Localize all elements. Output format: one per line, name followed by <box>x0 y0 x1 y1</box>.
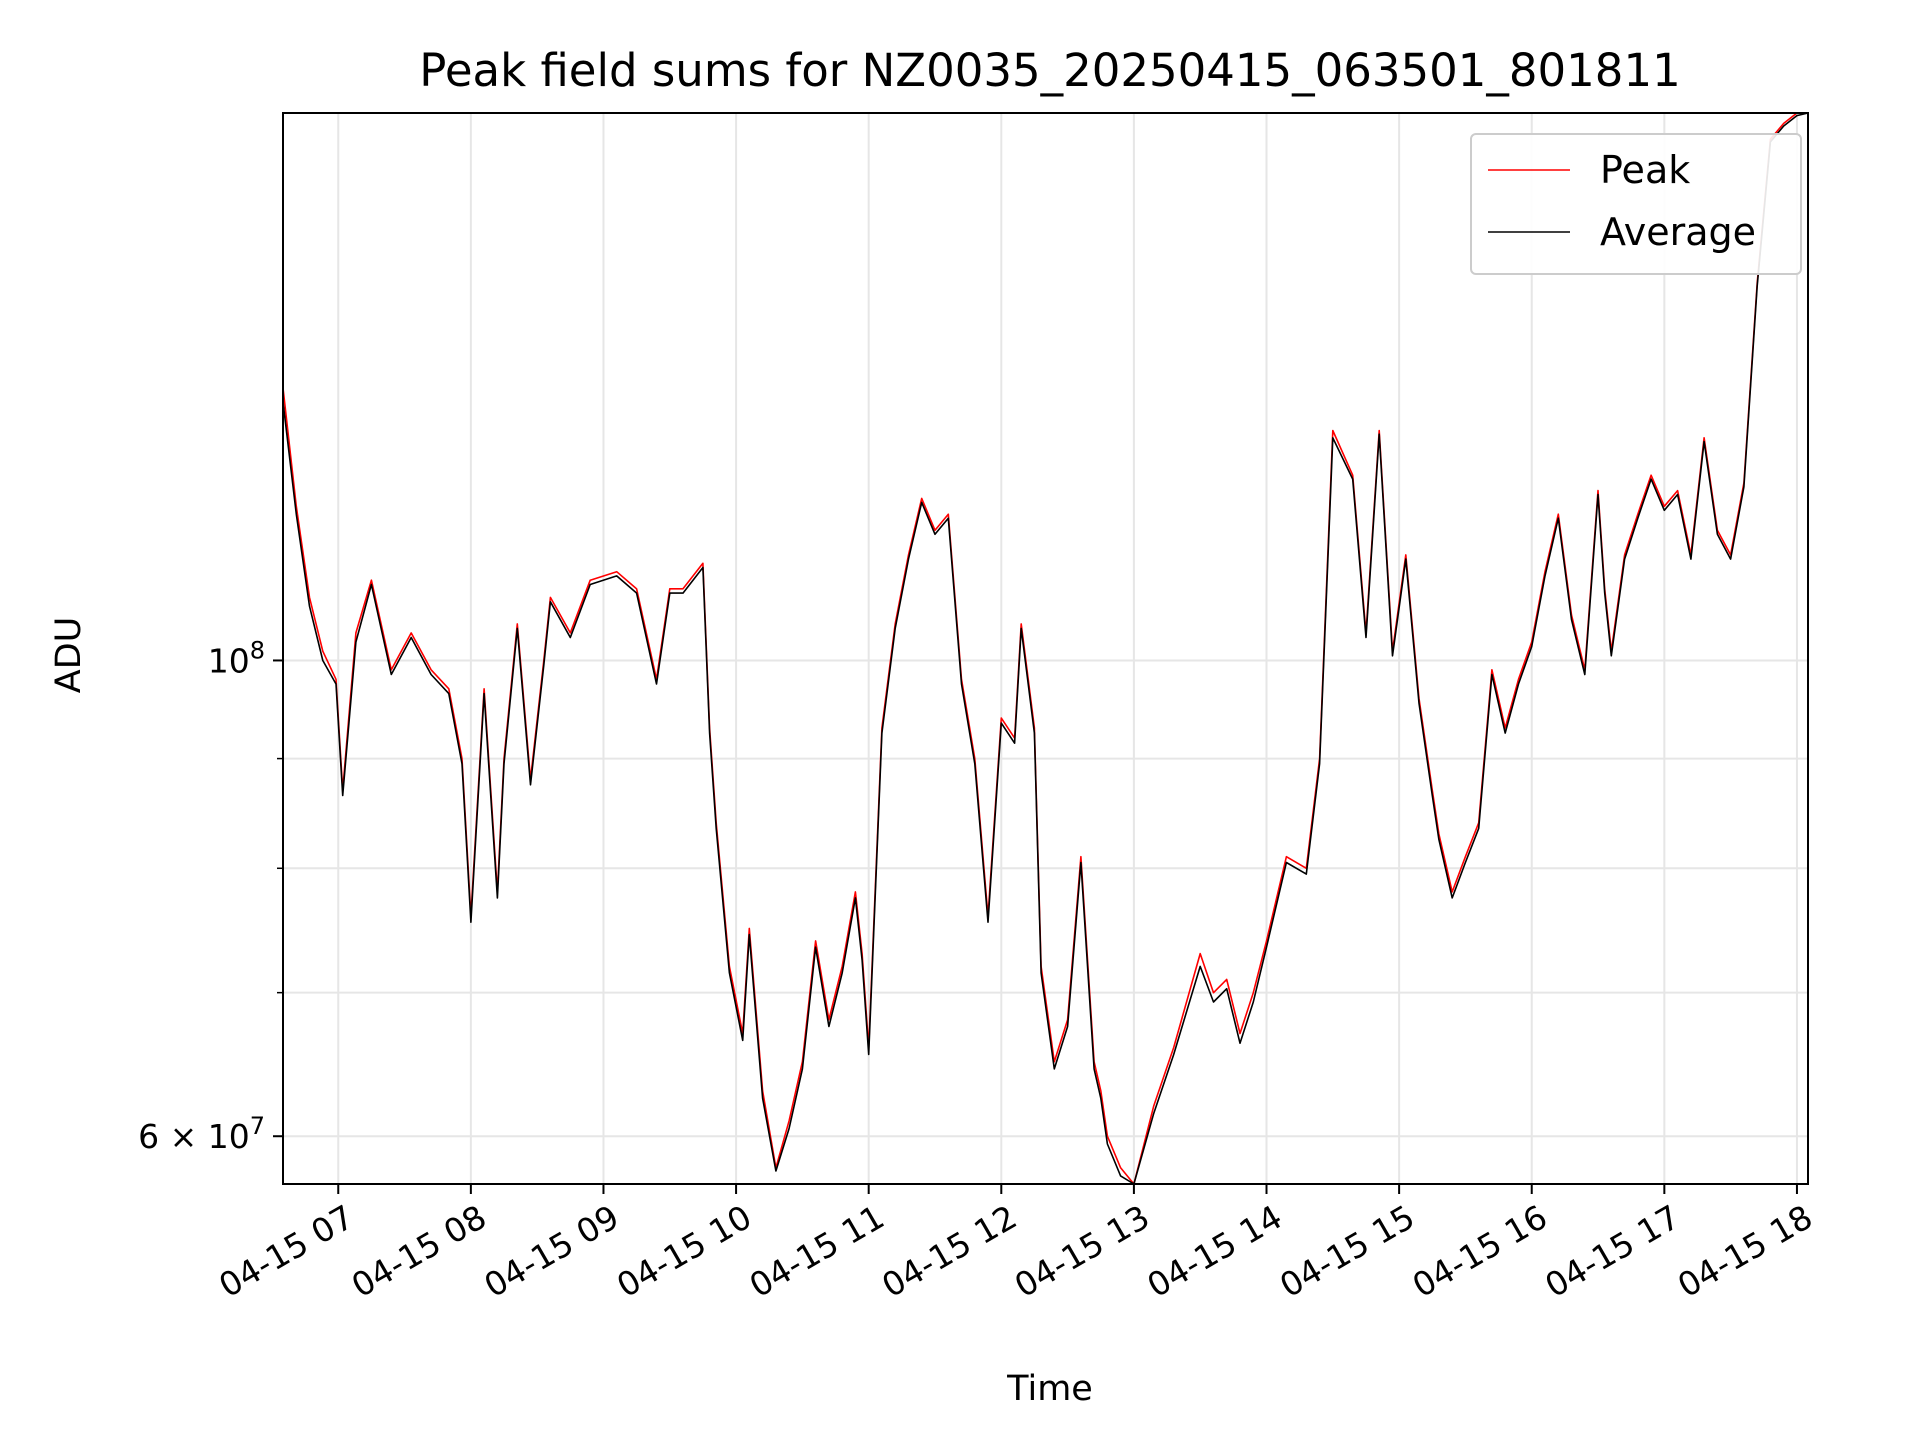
chart-title: Peak field sums for NZ0035_20250415_0635… <box>419 44 1680 97</box>
x-tick-label: 04-15 15 <box>1273 1197 1421 1305</box>
x-tick-label: 04-15 14 <box>1141 1197 1289 1305</box>
legend-box <box>1470 133 1802 275</box>
x-tick-label: 04-15 16 <box>1406 1197 1554 1305</box>
plot-frame <box>282 112 1809 1185</box>
x-tick-label: 04-15 12 <box>875 1197 1023 1305</box>
y-axis: 108 6 × 107 <box>138 636 283 1156</box>
x-tick-label: 04-15 07 <box>212 1197 360 1305</box>
series-line-average <box>282 112 1809 1185</box>
grid <box>283 113 1808 1184</box>
y-tick-label: 6 × 107 <box>138 1112 265 1156</box>
x-tick-label: 04-15 11 <box>743 1197 891 1305</box>
series-group <box>282 112 1809 1185</box>
x-tick-label: 04-15 08 <box>345 1197 493 1305</box>
x-tick-label: 04-15 09 <box>477 1197 625 1305</box>
x-axis-title: Time <box>1006 1369 1093 1409</box>
legend-label-average: Average <box>1600 210 1756 254</box>
x-tick-label: 04-15 10 <box>610 1197 758 1305</box>
legend: Peak Average <box>1470 133 1802 275</box>
x-tick-label: 04-15 18 <box>1671 1197 1819 1305</box>
y-tick-label: 108 <box>208 636 265 680</box>
x-tick-label: 04-15 17 <box>1538 1197 1686 1305</box>
x-tick-label: 04-15 13 <box>1008 1197 1156 1305</box>
legend-label-peak: Peak <box>1600 148 1690 192</box>
y-axis-title: ADU <box>49 617 89 694</box>
